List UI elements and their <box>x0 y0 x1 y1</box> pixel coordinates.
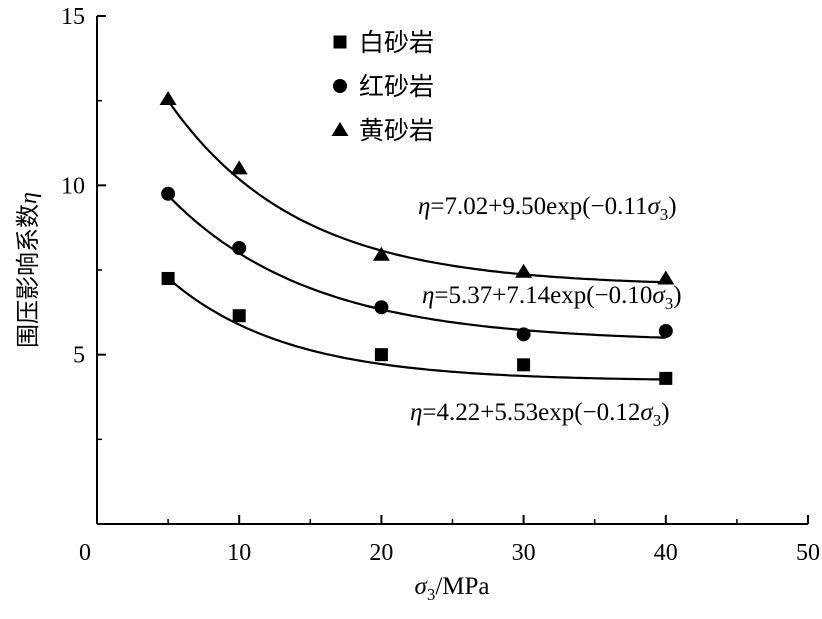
data-point-square <box>517 358 531 372</box>
fit-curve-square <box>167 277 666 381</box>
equation-square: η=4.22+5.53exp(−0.12σ3) <box>410 399 670 430</box>
axes: 0 10 20 30 40 50 5 10 15 <box>61 4 820 566</box>
equations: η=4.22+5.53exp(−0.12σ3) η=5.37+7.14exp(−0… <box>410 193 682 430</box>
data-point-circle <box>516 327 531 342</box>
equation-circle: η=5.37+7.14exp(−0.10σ3) <box>422 282 682 313</box>
y-tick-label: 10 <box>61 173 85 199</box>
legend-label: 白砂岩 <box>359 28 434 57</box>
data-point-circle <box>232 240 247 255</box>
y-tick-label: 5 <box>73 343 85 369</box>
data-point-triangle <box>515 263 533 278</box>
fit-curve-circle <box>167 194 666 339</box>
equation-triangle: η=7.02+9.50exp(−0.11σ3) <box>418 193 677 224</box>
fit-curve-triangle <box>167 99 666 284</box>
fit-curves <box>167 99 666 381</box>
data-markers <box>159 90 675 385</box>
data-point-square <box>374 348 388 362</box>
data-point-circle <box>161 186 176 201</box>
y-axis-title: 围压影响系数η <box>14 192 42 348</box>
data-point-circle <box>658 323 673 338</box>
axis-titles: σ3/MPa 围压影响系数η <box>14 192 490 604</box>
x-tick-label: 40 <box>654 540 678 566</box>
data-point-circle <box>374 300 389 315</box>
data-point-triangle <box>657 270 675 285</box>
data-point-square <box>659 371 673 385</box>
x-tick-label: 30 <box>512 540 536 566</box>
data-point-triangle <box>230 160 248 175</box>
legend-label: 红砂岩 <box>359 72 434 101</box>
legend-label: 黄砂岩 <box>359 116 434 145</box>
data-point-triangle <box>159 90 177 105</box>
legend-marker-triangle <box>331 122 349 136</box>
x-axis-title: σ3/MPa <box>414 573 489 604</box>
x-tick-label: 20 <box>369 540 393 566</box>
x-tick-label: 10 <box>227 540 251 566</box>
legend-marker-circle <box>333 79 347 93</box>
y-tick-label: 15 <box>61 4 85 30</box>
legend-marker-square <box>333 35 347 49</box>
data-point-triangle <box>372 246 390 261</box>
data-point-square <box>232 309 246 323</box>
x-tick-label: 0 <box>79 540 91 566</box>
x-tick-label: 50 <box>796 540 820 566</box>
data-point-square <box>161 271 175 285</box>
